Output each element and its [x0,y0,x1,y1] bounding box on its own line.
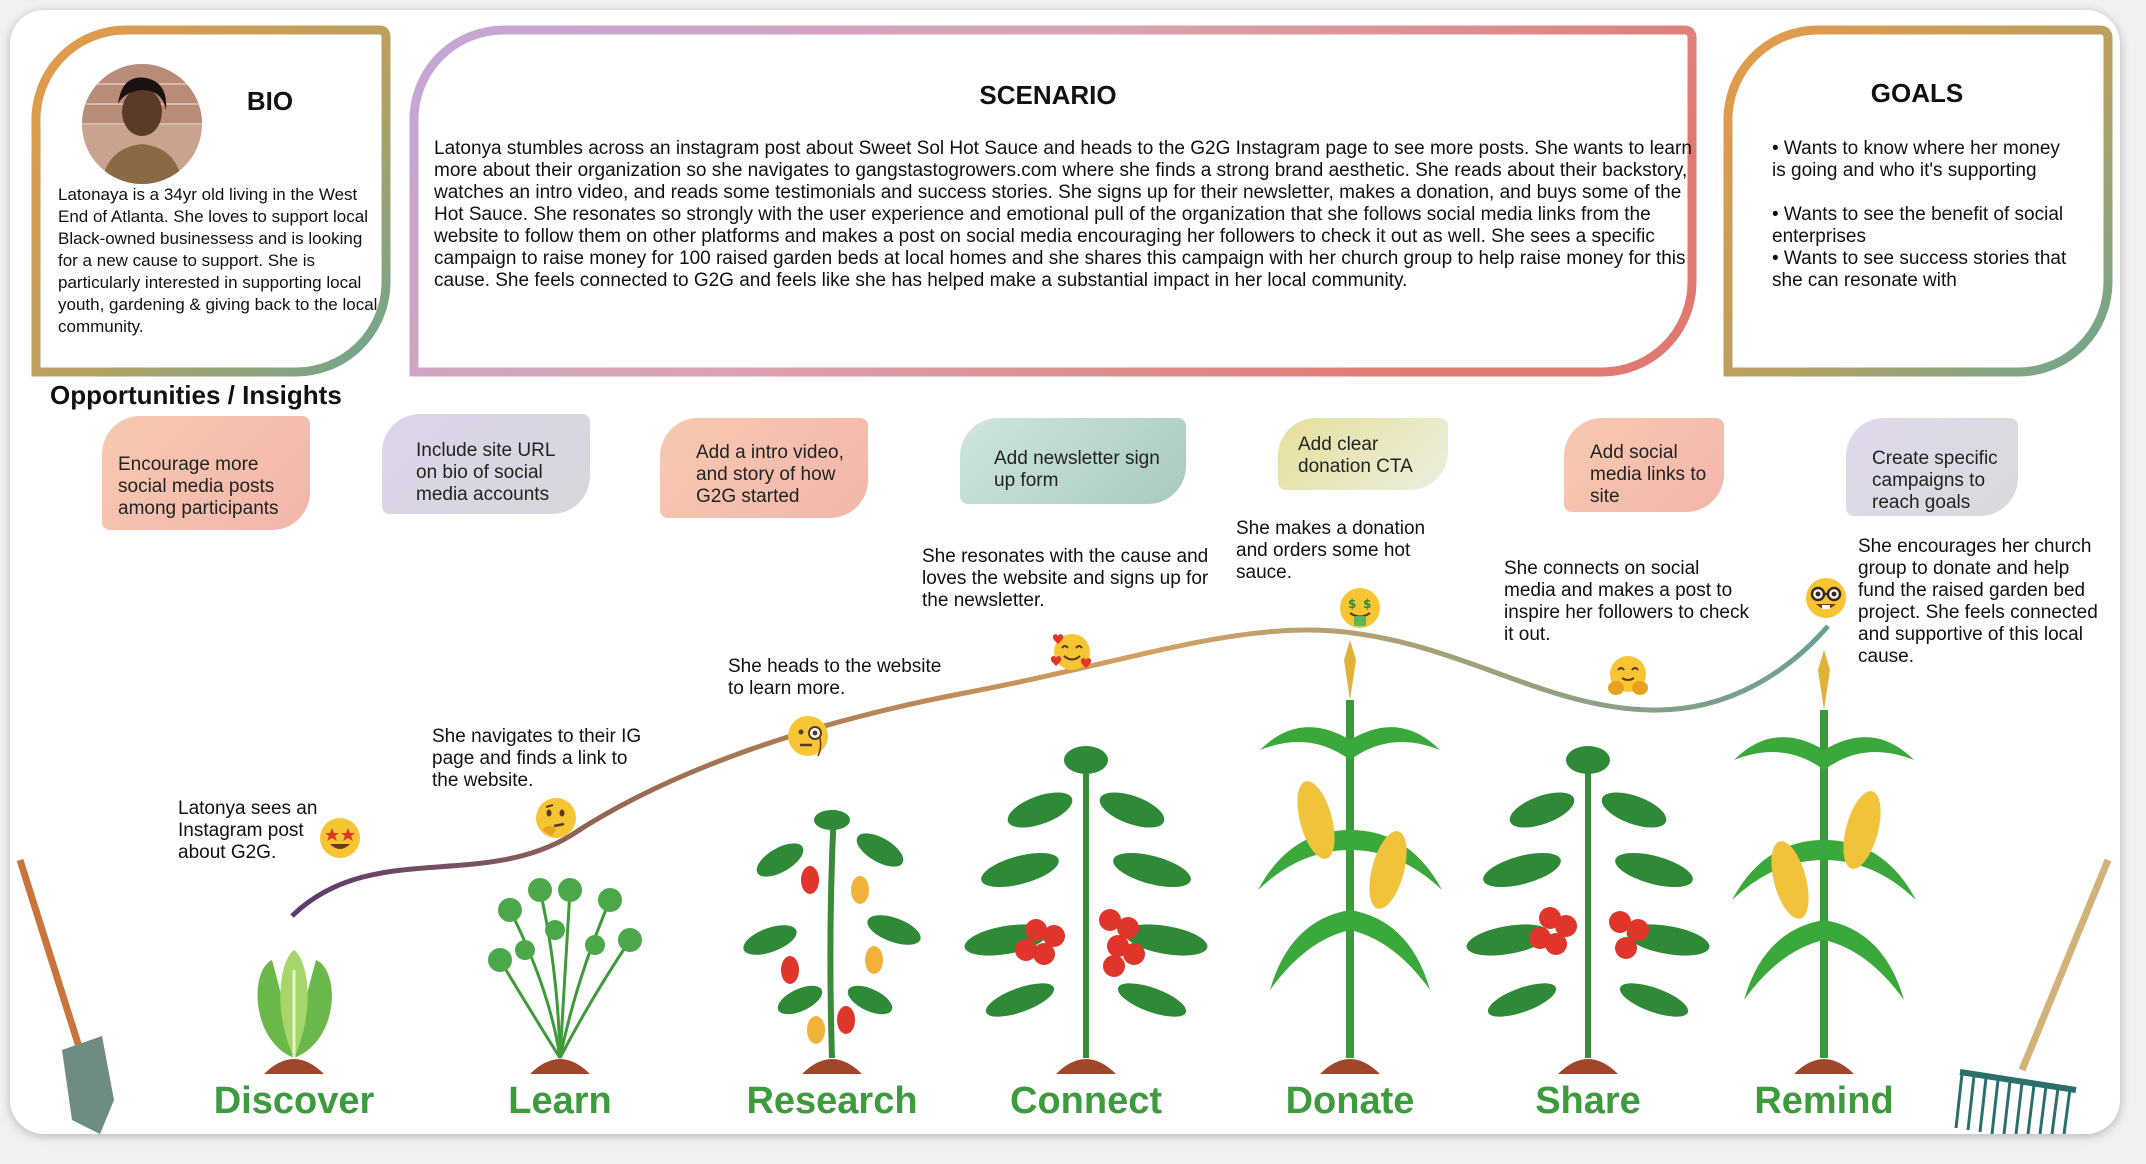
bio-text: Latonaya is a 34yr old living in the Wes… [58,185,378,336]
insight-bubble: Add clear donation CTA [1278,418,1448,490]
stage-label-learn: Learn [508,1080,612,1122]
bio-panel-border [31,25,391,377]
monocle-emoji [788,716,828,757]
goals-title: GOALS [1870,78,1964,108]
bio-title: BIO [246,86,294,116]
stage-label-share: Share [1535,1080,1641,1122]
emotion-curve [290,624,1830,918]
insight-bubble: Add newsletter sign up form [960,418,1186,504]
journey-map-canvas: BIO Latonaya is a 34yr old living in the… [10,10,2120,1134]
thinking-emoji [536,798,576,838]
goal-item: • Wants to know where her money is going… [1772,138,2060,181]
bio-panel: BIO Latonaya is a 34yr old living in the… [30,24,394,378]
goals-panel-border [1723,25,2113,377]
scenario-text: Latonya stumbles across an instagram pos… [434,138,1692,291]
corn-plant [1258,640,1442,1058]
pepper-plant [743,809,921,1059]
scenario-title: SCENARIO [979,80,1117,110]
nerd-emoji [1806,578,1846,618]
hugging-emoji [1608,656,1648,695]
stage-label-discover: Discover [213,1080,375,1122]
svg-text:$: $ [1363,597,1371,611]
smiling-hearts-emoji [1050,634,1092,670]
corn-plant [1732,650,1916,1058]
carrot-leaves [488,878,642,972]
scenario-panel: SCENARIO Latonya stumbles across an inst… [408,24,1700,378]
stage-label-connect: Connect [1010,1080,1162,1122]
journey-step-text: She resonates with the cause and loves t… [922,546,1209,611]
stage-label-donate: Donate [1285,1080,1415,1122]
goals-panel: GOALS • Wants to know where her money is… [1722,24,2116,378]
shovel-icon [16,858,114,1134]
tomato-plant [964,746,1208,1058]
goal-item: • Wants to see success stories that she … [1772,248,2067,291]
rake-icon [1954,858,2112,1134]
stage-label-research: Research [746,1080,918,1122]
insight-bubble: Create specific campaigns to reach goals [1846,418,2018,516]
insights-title: Opportunities / Insights [50,380,342,410]
svg-text:$: $ [1348,597,1356,611]
insight-bubble: Encourage more social media posts among … [102,416,310,530]
journey-step-text: She encourages her church group to donat… [1858,536,2098,667]
goal-item: • Wants to see the benefit of social ent… [1772,204,2064,247]
insight-bubble: Include site URL on bio of social media … [382,414,590,514]
garden-illustration [16,640,2112,1134]
journey-step-text: She makes a donation and orders some hot… [1236,518,1426,583]
lettuce-plant [257,950,332,1058]
star-struck-emoji [320,818,360,858]
journey-step-text: Latonya sees an Instagram post about G2G… [178,798,318,863]
journey-step-text: She heads to the website to learn more. [728,656,942,699]
avatar [82,64,202,184]
journey-step-text: She navigates to their IG page and finds… [432,726,642,791]
scenario-panel-border [409,25,1697,377]
carrot-top-plant [498,889,632,1059]
stage-label-remind: Remind [1754,1080,1894,1122]
insight-bubble: Add social media links to site [1564,418,1724,512]
journey-step-text: She connects on social media and makes a… [1504,558,1749,645]
insight-bubble: Add a intro video, and story of how G2G … [660,418,868,518]
tomato-plant [1466,746,1710,1058]
money-mouth-emoji: $ $ [1340,588,1380,628]
soil-mounds [264,1059,1854,1074]
